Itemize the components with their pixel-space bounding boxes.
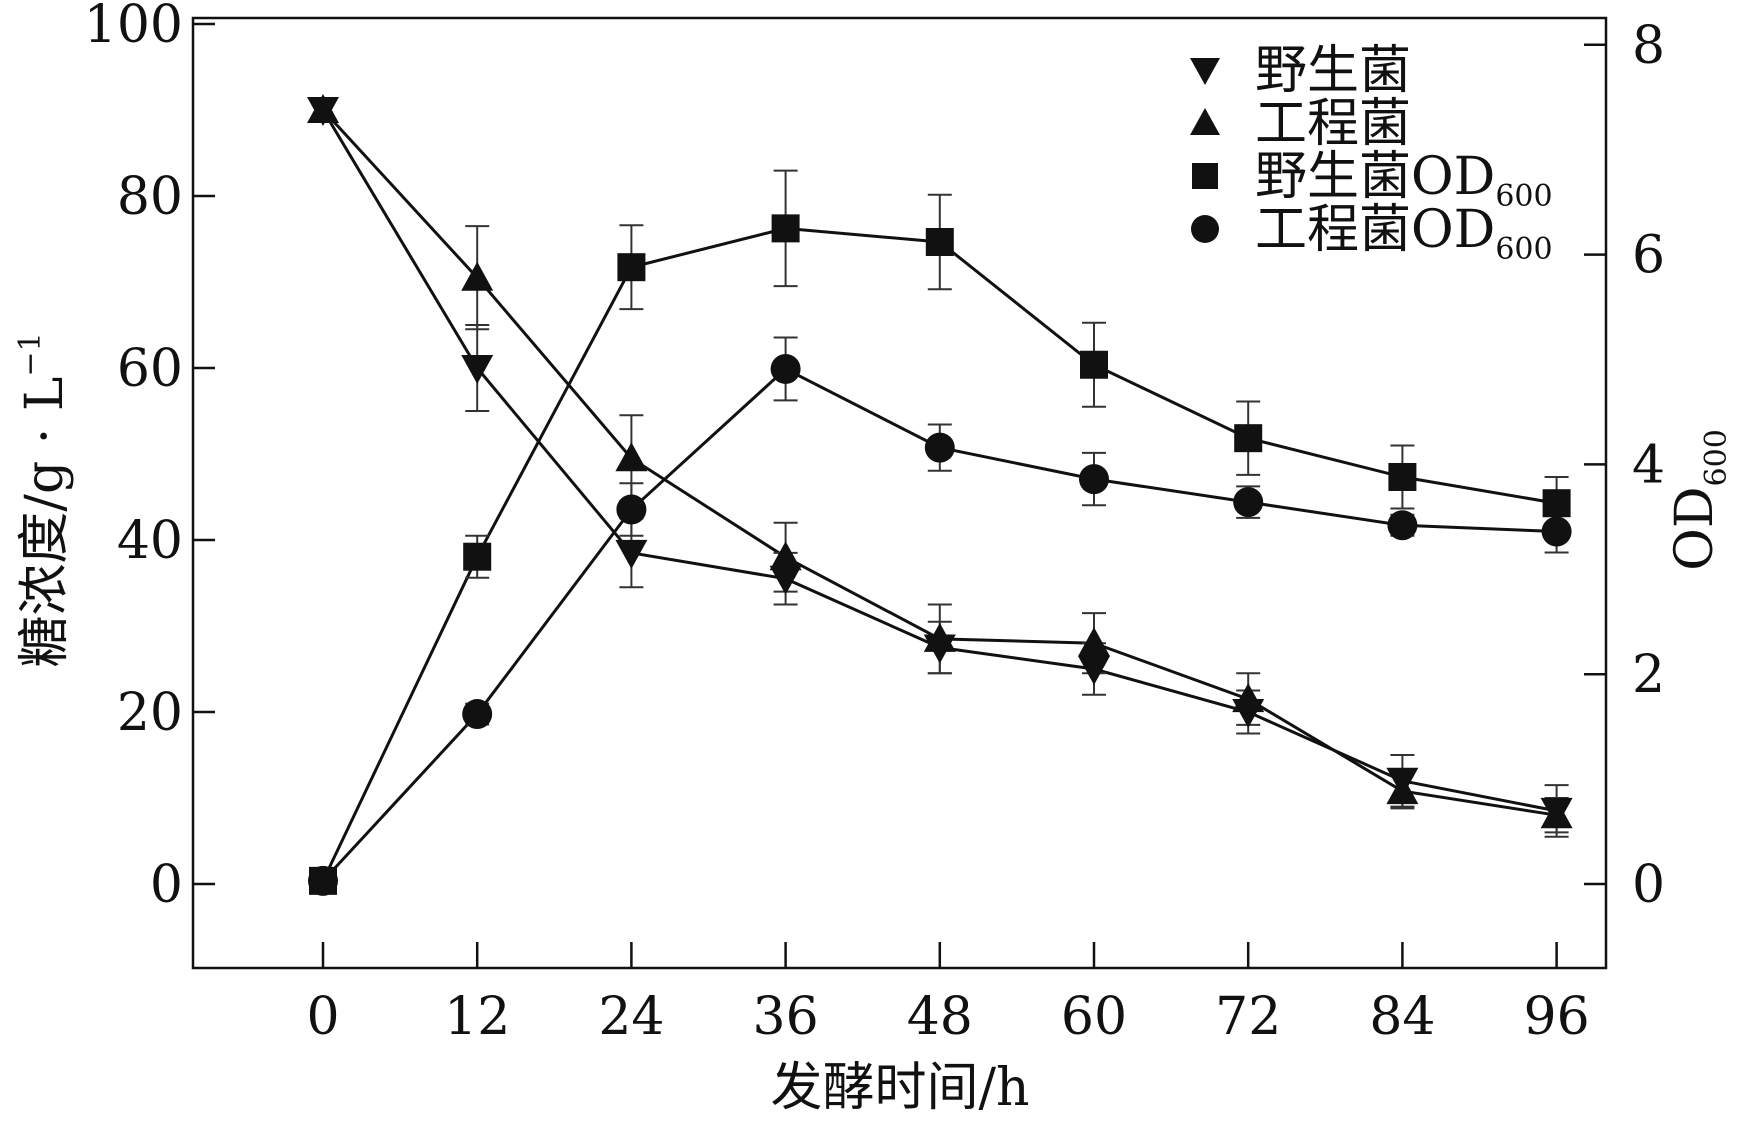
legend-marker-4 — [1191, 215, 1219, 243]
data-point — [308, 865, 338, 896]
y-left-tick-label: 100 — [84, 0, 183, 55]
data-point — [617, 253, 646, 282]
x-tick-label: 48 — [907, 987, 973, 1047]
data-point — [615, 442, 648, 472]
data-point — [461, 355, 494, 384]
y-left-tick-label: 0 — [150, 855, 183, 915]
y-left-axis-title-superscript: −1 — [13, 332, 48, 376]
y-left-tick-label: 60 — [117, 339, 183, 399]
data-point — [923, 622, 956, 652]
data-point — [771, 214, 800, 243]
data-point — [1234, 424, 1263, 453]
data-point — [770, 353, 801, 384]
data-point — [615, 539, 648, 569]
legend-marker-3 — [1192, 163, 1218, 189]
x-tick-label: 24 — [598, 987, 664, 1047]
data-point — [1387, 510, 1418, 541]
y-right-axis-title-subscript: 600 — [1699, 429, 1734, 486]
data-point — [1386, 775, 1419, 805]
data-point — [1540, 799, 1573, 829]
data-point — [616, 494, 647, 525]
data-point — [1542, 489, 1571, 518]
y-right-tick-label: 4 — [1632, 435, 1665, 495]
data-point — [461, 261, 494, 291]
x-tick-label: 60 — [1061, 987, 1127, 1047]
data-point — [1079, 464, 1109, 495]
x-axis-title: 发酵时间/h — [770, 1058, 1029, 1118]
x-tick-label: 0 — [306, 987, 339, 1047]
y-left-tick-label: 80 — [117, 167, 183, 227]
x-tick-label: 72 — [1215, 987, 1281, 1047]
x-tick-label: 84 — [1369, 987, 1435, 1047]
data-point — [1078, 656, 1110, 685]
x-tick-label: 96 — [1524, 987, 1590, 1047]
legend-label-2: 工程菌 — [1255, 94, 1411, 154]
data-point — [769, 565, 802, 595]
data-point — [463, 542, 492, 571]
data-point — [462, 699, 493, 730]
legend-label-subscript: 600 — [1495, 179, 1552, 214]
data-point — [1080, 350, 1108, 379]
legend-label-4: 工程菌OD600 — [1255, 200, 1553, 267]
y-right-tick-label: 8 — [1632, 16, 1665, 76]
data-point — [1541, 516, 1572, 547]
data-point — [769, 541, 802, 571]
y-left-axis-title: 糖浓度/g · L−1 — [13, 332, 75, 667]
y-right-axis-title: OD600 — [1665, 429, 1734, 571]
y-right-tick-label: 0 — [1632, 855, 1665, 915]
data-point — [307, 94, 339, 123]
y-left-tick-label: 20 — [117, 683, 183, 743]
data-point — [1388, 462, 1417, 491]
x-tick-label: 36 — [753, 987, 819, 1047]
legend-marker-1 — [1190, 58, 1220, 85]
y-left-tick-label: 40 — [117, 511, 183, 571]
x-tick-label: 12 — [444, 987, 510, 1047]
legend-label-subscript: 600 — [1495, 232, 1552, 267]
data-point — [1232, 683, 1265, 713]
legend-label-1: 野生菌 — [1255, 41, 1411, 101]
data-point — [1233, 487, 1264, 518]
data-point — [924, 432, 955, 463]
legend-marker-2 — [1190, 108, 1220, 135]
data-point — [1078, 627, 1110, 657]
data-point — [925, 228, 954, 257]
y-right-tick-label: 6 — [1632, 226, 1665, 286]
series-line-3 — [321, 226, 1557, 882]
y-right-tick-label: 2 — [1632, 645, 1665, 705]
plot-frame — [191, 16, 1608, 970]
